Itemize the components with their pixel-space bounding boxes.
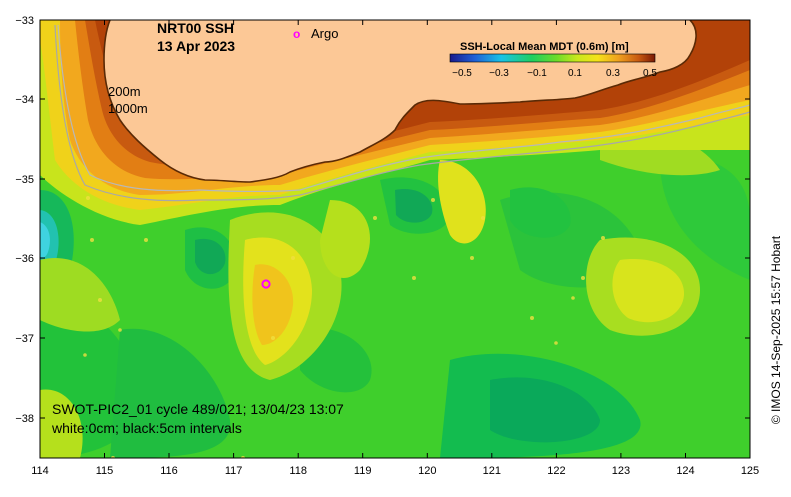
colorbar-tick: 0.1 bbox=[568, 68, 582, 79]
pass-info: SWOT-PIC2_01 cycle 489/021; 13/04/23 13:… bbox=[52, 401, 344, 417]
lat-tick-label: −37 bbox=[15, 333, 34, 345]
map-date: 13 Apr 2023 bbox=[157, 38, 235, 54]
lat-tick-label: −35 bbox=[15, 174, 34, 186]
lon-tick-label: 116 bbox=[160, 465, 178, 477]
isobath-label-1000m: 1000m bbox=[108, 101, 148, 116]
lon-tick-label: 120 bbox=[418, 465, 436, 477]
colorbar: SSH-Local Mean MDT (0.6m) [m] −0.5 −0.3 … bbox=[449, 41, 657, 79]
lon-tick-label: 122 bbox=[547, 465, 565, 477]
lon-tick-label: 119 bbox=[354, 465, 372, 477]
lon-tick-label: 121 bbox=[483, 465, 501, 477]
isobath-label-200m: 200m bbox=[108, 84, 141, 99]
isobath-200m bbox=[57, 24, 750, 193]
lat-axis bbox=[40, 19, 750, 419]
argo-legend-label: Argo bbox=[311, 26, 338, 41]
colorbar-tick: 0.5 bbox=[643, 68, 657, 79]
lat-tick-label: −36 bbox=[15, 253, 34, 265]
colorbar-ramp bbox=[449, 53, 656, 63]
lon-tick-label: 125 bbox=[741, 465, 759, 477]
map-title: NRT00 SSH bbox=[157, 20, 234, 36]
lon-axis bbox=[39, 20, 751, 458]
lon-tick-label: 117 bbox=[225, 465, 243, 477]
contour-info: white:0cm; black:5cm intervals bbox=[51, 420, 242, 436]
map-plot-area bbox=[40, 20, 750, 458]
coastline bbox=[103, 20, 697, 183]
credit-text: © IMOS 14-Sep-2025 15:57 Hobart bbox=[769, 235, 783, 424]
lat-tick-label: −33 bbox=[15, 15, 34, 27]
lon-tick-label: 118 bbox=[289, 465, 307, 477]
lat-tick-label: −38 bbox=[15, 413, 34, 425]
lon-tick-label: 114 bbox=[31, 465, 49, 477]
colorbar-tick: 0.3 bbox=[606, 68, 620, 79]
colorbar-tick: −0.1 bbox=[527, 68, 547, 79]
lon-tick-label: 123 bbox=[612, 465, 630, 477]
lat-tick-label: −34 bbox=[15, 94, 34, 106]
lon-tick-label: 124 bbox=[676, 465, 694, 477]
isobath-1000m bbox=[54, 24, 750, 202]
high-ssh-regions bbox=[40, 127, 720, 458]
sst-dots bbox=[83, 196, 605, 458]
argo-legend-marker: o bbox=[293, 27, 300, 41]
argo-float-marker[interactable] bbox=[261, 279, 271, 289]
plot-frame bbox=[39, 19, 751, 459]
lon-tick-label: 115 bbox=[96, 465, 114, 477]
colorbar-tick: −0.3 bbox=[489, 68, 509, 79]
colorbar-title: SSH-Local Mean MDT (0.6m) [m] bbox=[460, 41, 629, 53]
colorbar-tick: −0.5 bbox=[452, 68, 472, 79]
